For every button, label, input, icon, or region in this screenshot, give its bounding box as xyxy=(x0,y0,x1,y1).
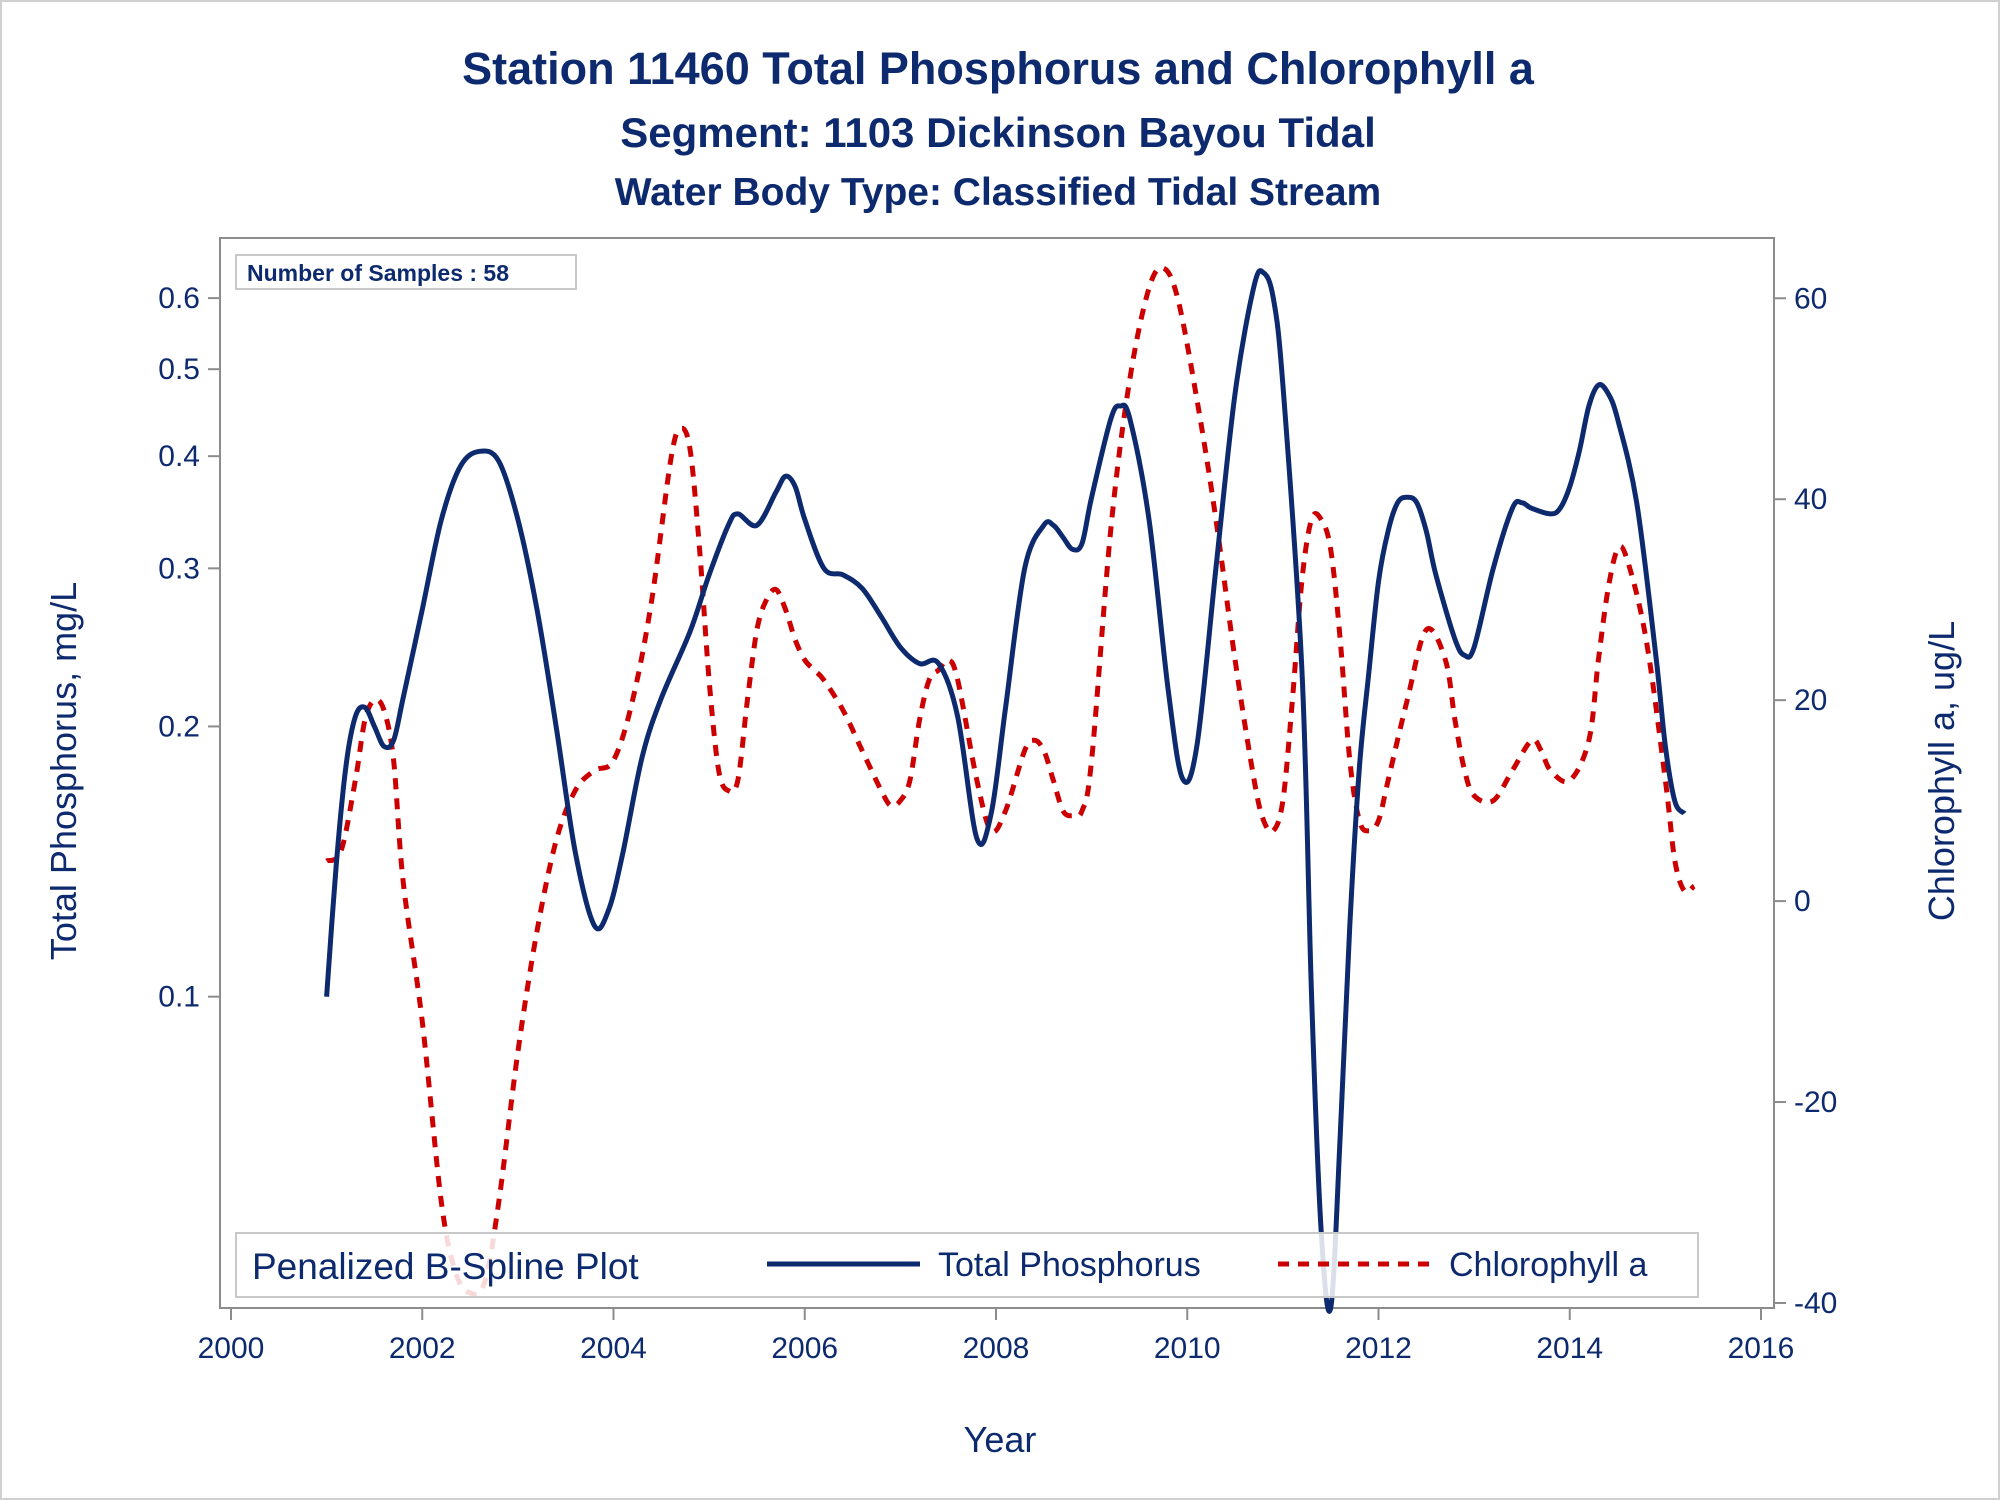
x-tick-label: 2012 xyxy=(1345,1332,1412,1365)
legend-entry-total-phosphorus: Total Phosphorus xyxy=(938,1246,1201,1284)
series-line-chlorophyll-a xyxy=(325,265,1696,1297)
series-line-total-phosphorus xyxy=(324,268,1687,1314)
y-left-tick-label: 0.3 xyxy=(158,552,200,585)
x-tick-label: 2002 xyxy=(389,1332,456,1365)
y-left-tick-label: 0.5 xyxy=(158,353,200,386)
x-tick-label: 2000 xyxy=(198,1332,265,1365)
y-axis-left: 0.1 0.2 0.3 0.4 0.5 0.6 xyxy=(158,282,220,1014)
y-right-tick-label: 20 xyxy=(1794,684,1827,717)
y-right-tick-label: -20 xyxy=(1794,1086,1837,1119)
y-axis-left-label: Total Phosphorus, mg/L xyxy=(43,582,84,960)
x-tick-label: 2016 xyxy=(1728,1332,1795,1365)
x-axis: 2000 2002 2004 2006 2008 2010 2012 2014 2016 xyxy=(198,1308,1795,1365)
y-right-tick-label: 60 xyxy=(1794,282,1827,315)
y-right-tick-label: -40 xyxy=(1794,1287,1837,1320)
legend-box xyxy=(235,1232,1699,1298)
legend-entry-chlorophyll-a: Chlorophyll a xyxy=(1449,1246,1648,1284)
series-layer xyxy=(324,265,1696,1314)
y-axis-right: -40 -20 0 20 40 60 xyxy=(1774,282,1837,1320)
inset-sample-count: Number of Samples : 58 xyxy=(247,260,509,286)
legend-title: Penalized B-Spline Plot xyxy=(252,1246,639,1287)
y-left-tick-label: 0.6 xyxy=(158,282,200,315)
y-left-tick-label: 0.4 xyxy=(158,440,200,473)
y-right-tick-label: 0 xyxy=(1794,885,1811,918)
inset-box xyxy=(235,254,577,290)
y-axis-right-label: Chlorophyll a, ug/L xyxy=(1921,621,1962,921)
y-left-tick-label: 0.2 xyxy=(158,710,200,743)
y-left-tick-label: 0.1 xyxy=(158,981,200,1014)
x-tick-label: 2008 xyxy=(963,1332,1030,1365)
chart-subtitle-2: Water Body Type: Classified Tidal Stream xyxy=(615,171,1381,214)
x-tick-label: 2004 xyxy=(580,1332,647,1365)
x-tick-label: 2006 xyxy=(771,1332,838,1365)
x-tick-label: 2010 xyxy=(1154,1332,1221,1365)
y-right-tick-label: 40 xyxy=(1794,483,1827,516)
x-axis-label: Year xyxy=(964,1419,1037,1460)
chart-subtitle: Segment: 1103 Dickinson Bayou Tidal xyxy=(620,109,1375,156)
x-tick-label: 2014 xyxy=(1536,1332,1603,1365)
chart-title: Station 11460 Total Phosphorus and Chlor… xyxy=(462,43,1535,94)
